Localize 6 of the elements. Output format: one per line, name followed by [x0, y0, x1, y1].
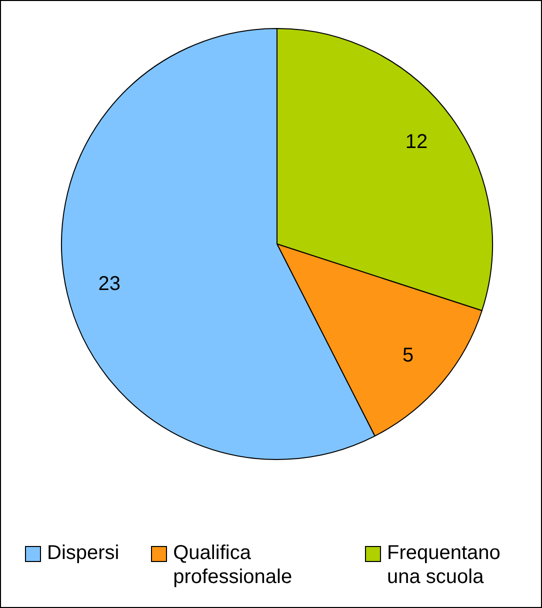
data-label: 5 — [402, 344, 414, 366]
legend-label: Qualifica professionale — [173, 541, 294, 589]
data-label: 12 — [405, 131, 428, 154]
legend-label: Dispersi — [47, 541, 120, 565]
data-label: 23 — [98, 272, 120, 295]
legend-label: Frequentano una scuola — [387, 541, 502, 589]
